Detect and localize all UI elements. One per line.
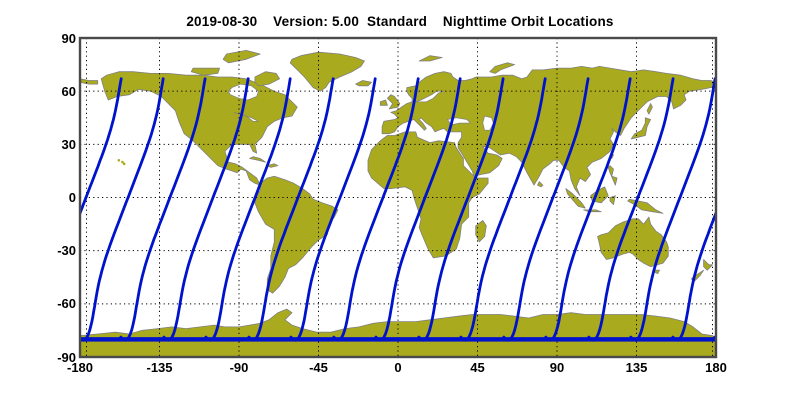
landmass-sumatra xyxy=(565,188,586,209)
orbit-track xyxy=(332,77,420,342)
landmass-chukotka-wrapped xyxy=(80,78,99,85)
plot-area xyxy=(80,38,800,357)
orbit-track xyxy=(671,209,716,342)
landmass-australia xyxy=(597,216,669,267)
orbit-track xyxy=(417,77,505,342)
landmass-eurasia xyxy=(381,66,716,197)
orbit-track xyxy=(289,77,377,342)
landmass-hispaniola xyxy=(266,163,279,168)
water-baltic-sea xyxy=(415,90,445,103)
x-tick-label--45: -45 xyxy=(309,360,328,375)
water-caspian-sea xyxy=(482,115,494,131)
y-tick-label-0: 0 xyxy=(68,190,76,205)
south-track-overlap-band xyxy=(80,337,716,342)
x-tick-label--135: -135 xyxy=(146,360,173,375)
chart-title: 2019-08-30 Version: 5.00 Standard Nightt… xyxy=(186,14,614,29)
landmass-south-america xyxy=(254,175,339,294)
landmass-japan xyxy=(630,117,651,140)
y-tick-label--60: -60 xyxy=(57,296,76,312)
y-tick-label-90: 90 xyxy=(61,30,76,46)
landmass-ellesmere-island xyxy=(222,50,261,64)
landmass-uk xyxy=(387,94,401,110)
orbit-track xyxy=(80,77,123,218)
landmass-cuba xyxy=(249,156,266,163)
landmass-sakhalin xyxy=(646,103,653,115)
orbit-track xyxy=(247,77,335,342)
landmass-sulawesi xyxy=(609,195,616,205)
orbit-track xyxy=(713,335,716,341)
landmass-greenland xyxy=(289,51,365,92)
x-tick-label--180: -180 xyxy=(66,360,94,375)
islet xyxy=(122,162,126,166)
x-tick-label-45: 45 xyxy=(470,360,485,375)
landmass-java xyxy=(583,209,602,213)
plot-border xyxy=(78,36,718,359)
landmass-philippines xyxy=(607,165,618,186)
orbit-track xyxy=(162,77,250,342)
landmass-sri-lanka xyxy=(537,181,544,188)
y-tick-label-30: 30 xyxy=(61,136,76,152)
x-tick-label-135: 135 xyxy=(625,360,648,375)
x-tick-label-0: 0 xyxy=(394,360,402,375)
orbit-track xyxy=(374,77,462,342)
orbit-track xyxy=(587,77,675,342)
orbit-track xyxy=(544,77,632,342)
orbit-track xyxy=(757,79,800,341)
landmass-iceland xyxy=(355,80,372,87)
landmass-nz-north xyxy=(703,259,713,271)
orbit-track xyxy=(502,77,590,342)
gridlines xyxy=(80,38,716,357)
y-tick-label--30: -30 xyxy=(57,243,76,259)
orbit-track xyxy=(459,77,547,342)
orbit-track xyxy=(80,77,165,342)
x-tick-label-90: 90 xyxy=(549,360,565,375)
landmass-baffin-island xyxy=(254,71,280,87)
islet xyxy=(117,158,121,162)
x-tick-label--90: -90 xyxy=(229,360,249,375)
landmass-victoria-island xyxy=(190,67,220,76)
y-tick-label-60: 60 xyxy=(61,83,76,99)
orbit-tracks xyxy=(80,77,800,342)
landmass-madagascar xyxy=(475,220,487,243)
orbit-track xyxy=(204,77,292,342)
landmass-novaya-zemlya xyxy=(489,62,515,74)
landmass-ireland xyxy=(379,99,388,106)
orbit-track xyxy=(629,77,716,342)
x-tick-label-180: 180 xyxy=(705,360,727,375)
orbit-track xyxy=(119,77,207,342)
landmass-svalbard xyxy=(418,55,443,62)
y-tick-label--90: -90 xyxy=(57,349,76,365)
islet xyxy=(121,160,124,164)
